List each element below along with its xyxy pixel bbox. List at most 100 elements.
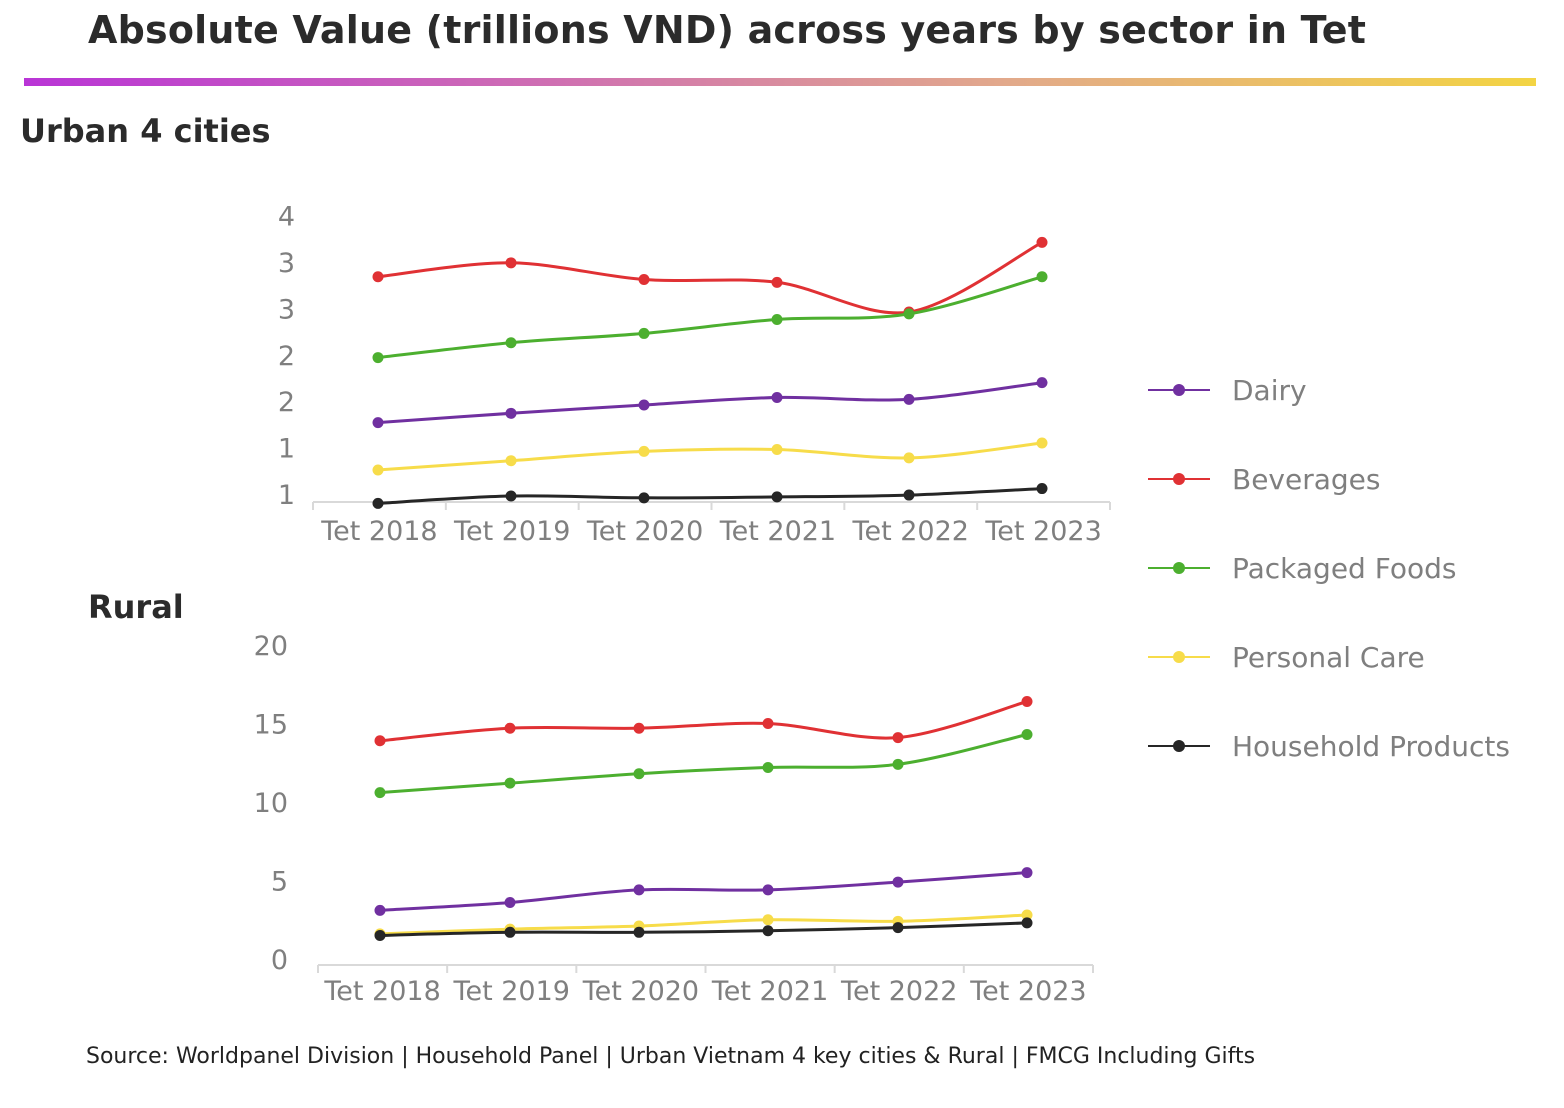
rural-series-line-household-products	[378, 921, 1029, 937]
legend-item-dairy: Dairy	[1148, 360, 1307, 420]
rural-point-household-products	[1021, 917, 1033, 929]
urban-point-personal-care	[771, 444, 783, 456]
urban-point-household-products	[1036, 483, 1048, 495]
rural-point-household-products	[762, 925, 774, 937]
rural-point-beverages	[374, 735, 386, 747]
urban-point-dairy	[771, 392, 783, 404]
rural-point-beverages	[762, 718, 774, 729]
rural-x-tick-label: Tet 2020	[582, 976, 699, 1007]
rural-y-tick-label: 20	[254, 631, 288, 662]
urban-point-packaged-foods	[505, 337, 517, 349]
rural-point-beverages	[892, 732, 904, 744]
urban-point-packaged-foods	[372, 352, 384, 364]
legend-label: Personal Care	[1232, 640, 1425, 674]
urban-point-personal-care	[505, 455, 517, 467]
urban-y-tick-label: 2	[278, 387, 295, 418]
rural-point-dairy	[633, 884, 645, 896]
rural-point-beverages	[633, 722, 645, 734]
rural-x-tick-label: Tet 2021	[711, 976, 828, 1007]
rural-series-line-packaged-foods	[378, 733, 1029, 795]
urban-point-household-products	[505, 490, 517, 502]
urban-y-tick-label: 1	[278, 480, 295, 511]
urban-x-tick-label: Tet 2019	[453, 516, 570, 547]
rural-x-tick-label: Tet 2023	[969, 976, 1086, 1007]
urban-point-personal-care	[1036, 437, 1048, 449]
rural-x-tick-label: Tet 2019	[453, 976, 570, 1007]
rural-point-dairy	[892, 876, 904, 888]
rural-point-beverages	[1021, 696, 1033, 708]
urban-point-packaged-foods	[638, 327, 650, 339]
legend-swatch-personal-care	[1148, 651, 1210, 663]
urban-point-personal-care	[372, 464, 384, 476]
rural-panel-title: Rural	[88, 588, 184, 626]
urban-x-tick-label: Tet 2021	[719, 516, 836, 547]
urban-series-line-household-products	[376, 487, 1044, 505]
urban-point-packaged-foods	[903, 308, 915, 320]
rural-point-dairy	[762, 884, 774, 896]
urban-y-tick-label: 4	[278, 201, 295, 232]
rural-point-packaged-foods	[1021, 728, 1033, 740]
urban-y-tick-label: 3	[278, 294, 295, 325]
legend-swatch-dairy	[1148, 384, 1210, 396]
legend-label: Dairy	[1232, 373, 1307, 407]
urban-point-personal-care	[638, 445, 650, 457]
urban-point-beverages	[1036, 236, 1048, 248]
urban-point-dairy	[505, 407, 517, 419]
urban-point-household-products	[638, 492, 650, 504]
rural-y-tick-label: 10	[254, 788, 288, 819]
legend-swatch-beverages	[1148, 473, 1210, 485]
legend-label: Beverages	[1232, 462, 1381, 496]
rural-point-household-products	[892, 922, 904, 934]
rural-point-household-products	[374, 929, 386, 941]
rural-point-dairy	[374, 904, 386, 916]
rural-point-dairy	[1021, 867, 1033, 879]
rural-point-beverages	[504, 722, 516, 734]
urban-series-line-packaged-foods	[376, 275, 1044, 360]
urban-point-dairy	[372, 417, 384, 429]
urban-y-tick-label: 1	[278, 434, 295, 465]
rural-point-personal-care	[1021, 909, 1033, 921]
urban-point-beverages	[372, 271, 384, 283]
rural-series-line-personal-care	[378, 913, 1029, 936]
legend-item-packaged-foods: Packaged Foods	[1148, 538, 1456, 598]
legend-swatch-household-products	[1148, 740, 1210, 752]
legend-item-beverages: Beverages	[1148, 449, 1381, 509]
legend-swatch-packaged-foods	[1148, 562, 1210, 574]
urban-series-line-personal-care	[376, 441, 1044, 472]
rural-point-household-products	[633, 926, 645, 938]
rural-point-dairy	[504, 896, 516, 908]
urban-series-line-beverages	[376, 240, 1044, 315]
urban-y-tick-label: 3	[278, 248, 295, 279]
legend-label: Packaged Foods	[1232, 551, 1457, 585]
legend-item-personal-care: Personal Care	[1148, 627, 1425, 687]
urban-point-dairy	[1036, 377, 1048, 389]
title-gradient-bar	[24, 78, 1536, 86]
urban-x-tick-label: Tet 2020	[586, 516, 703, 547]
urban-point-beverages	[771, 276, 783, 288]
legend-item-household-products: Household Products	[1148, 716, 1510, 776]
source-note: Source: Worldpanel Division | Household …	[86, 1044, 1256, 1069]
urban-point-beverages	[638, 274, 650, 286]
urban-point-beverages	[505, 257, 517, 269]
urban-x-tick-label: Tet 2023	[984, 516, 1101, 547]
urban-point-household-products	[372, 497, 384, 509]
rural-point-packaged-foods	[633, 768, 645, 780]
rural-point-packaged-foods	[892, 758, 904, 770]
urban-x-tick-label: Tet 2022	[852, 516, 969, 547]
rural-point-packaged-foods	[762, 761, 774, 773]
urban-point-packaged-foods	[1036, 271, 1048, 283]
urban-point-personal-care	[903, 452, 915, 464]
chart-title: Absolute Value (trillions VND) across ye…	[88, 8, 1367, 52]
urban-point-household-products	[771, 491, 783, 503]
rural-point-packaged-foods	[504, 777, 516, 789]
rural-y-tick-label: 0	[271, 945, 288, 976]
rural-series-line-beverages	[378, 700, 1029, 743]
rural-point-household-products	[504, 926, 516, 938]
rural-y-tick-label: 15	[254, 710, 288, 741]
urban-point-dairy	[638, 399, 650, 411]
rural-point-personal-care	[762, 914, 774, 926]
rural-line-chart: 0 5 10 15 20 Tet 2018 Tet 2019 Tet 2020 Tet 2021…	[254, 631, 1094, 1007]
urban-point-dairy	[903, 393, 915, 405]
rural-series-line-dairy	[378, 871, 1029, 912]
